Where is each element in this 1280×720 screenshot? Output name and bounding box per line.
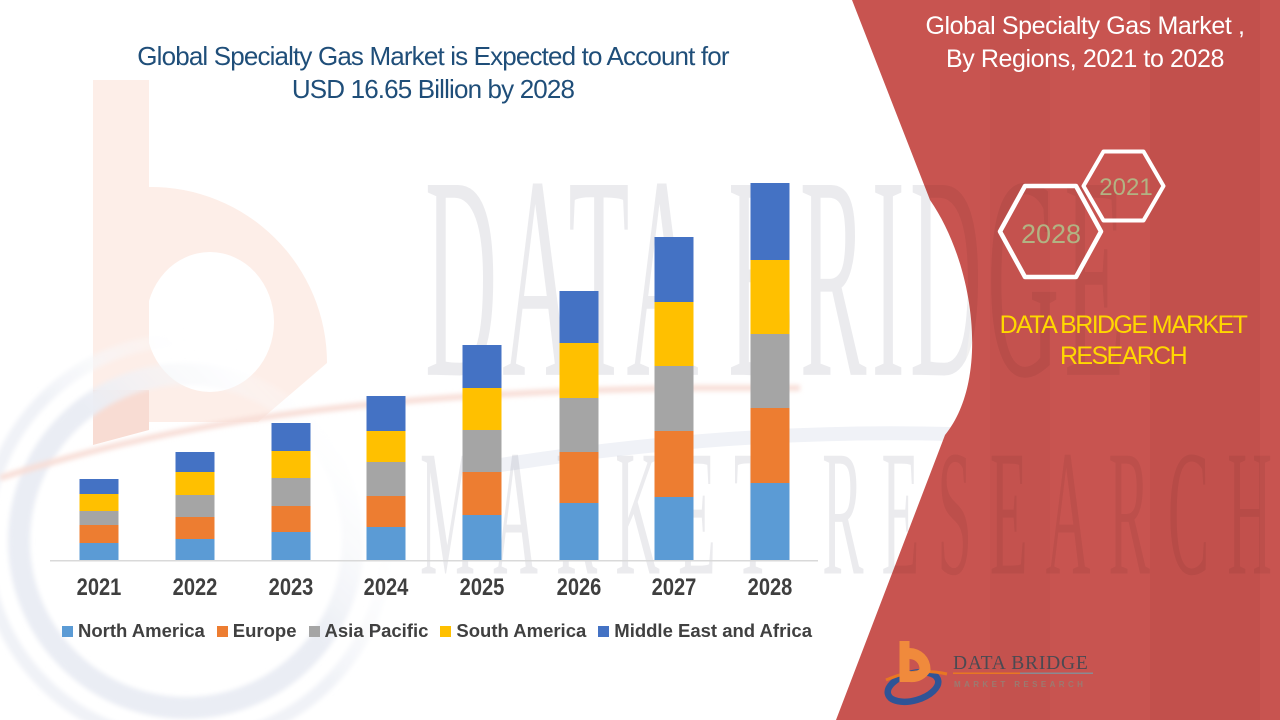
svg-text:MARKET RESEARCH: MARKET RESEARCH [954,680,1086,689]
svg-text:DATA BRIDGE: DATA BRIDGE [953,653,1089,674]
